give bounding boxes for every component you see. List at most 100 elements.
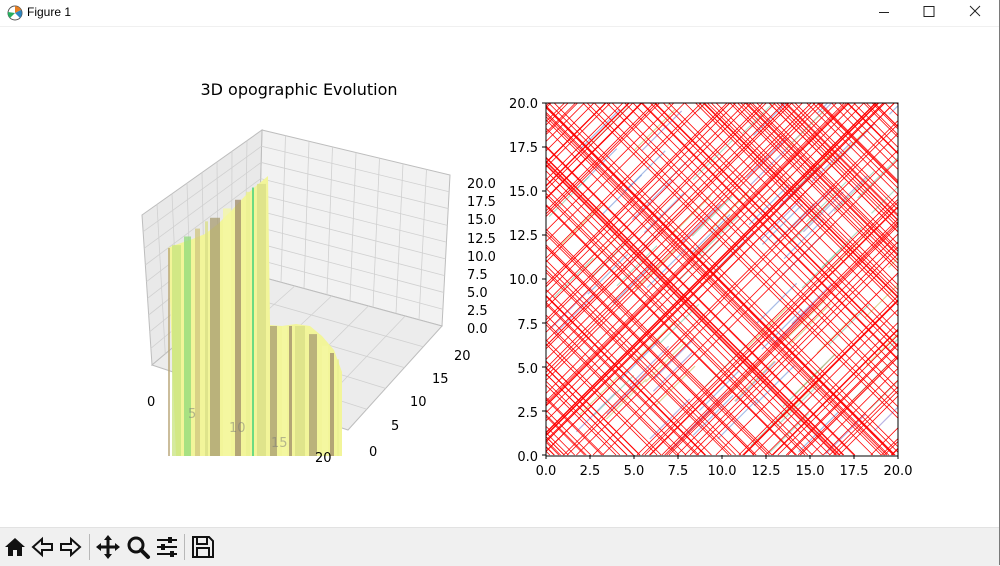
- series-line: [787, 344, 898, 456]
- x-tick-label: 15.0: [796, 464, 825, 479]
- series-line: [546, 271, 729, 456]
- series-line: [579, 108, 621, 150]
- x-tick-label: 5.0: [624, 464, 645, 479]
- x-tick-label: 5: [188, 407, 196, 422]
- series-line: [546, 103, 880, 437]
- x-tick-label: 15: [271, 436, 288, 451]
- z-tick-label: 10.0: [467, 250, 496, 265]
- series-line: [546, 373, 628, 456]
- series-line: [884, 440, 898, 456]
- series-line: [652, 350, 694, 392]
- series-line: [546, 367, 634, 456]
- close-button[interactable]: [952, 0, 998, 26]
- series-line: [661, 218, 898, 456]
- series-line: [566, 123, 898, 456]
- series-line: [834, 123, 875, 165]
- surface-stripe: [330, 353, 334, 456]
- series-line: [616, 245, 658, 287]
- surface-stripe: [205, 221, 208, 456]
- series-line: [729, 103, 898, 272]
- series-line: [624, 150, 666, 192]
- series-line: [546, 103, 895, 453]
- ticks-2d: [542, 102, 899, 459]
- move-icon[interactable]: [94, 533, 122, 561]
- series-line: [546, 103, 685, 243]
- series-line: [576, 132, 898, 456]
- surface-stripe: [270, 326, 277, 456]
- series-line: [546, 146, 855, 456]
- series-line: [546, 157, 844, 456]
- maximize-icon: [923, 6, 935, 17]
- surface-stripe: [172, 245, 181, 456]
- series-line: [546, 119, 882, 456]
- series-line: [779, 165, 821, 207]
- series-line: [546, 103, 624, 181]
- surface-stripe: [289, 326, 292, 456]
- sliders-icon[interactable]: [153, 533, 181, 561]
- series-line: [666, 103, 672, 107]
- toolbar-separator: [184, 534, 185, 560]
- z-tick-label: 7.5: [467, 268, 488, 283]
- grid-line: [259, 226, 445, 277]
- series-line: [812, 103, 898, 189]
- series-line: [738, 295, 898, 456]
- surface-stripe: [235, 199, 241, 456]
- y-tick-label: 10.0: [509, 273, 538, 288]
- series-line: [805, 181, 847, 223]
- series-line: [546, 103, 629, 187]
- series-line: [606, 103, 898, 395]
- series-line: [546, 103, 877, 434]
- x-tick-label: 17.5: [840, 464, 869, 479]
- series-line: [771, 328, 898, 456]
- window-title: Figure 1: [27, 5, 72, 19]
- series-line: [546, 366, 634, 456]
- navigation-toolbar: [0, 527, 1000, 566]
- series-line: [752, 103, 787, 136]
- series-line: [702, 103, 898, 299]
- series-line: [546, 103, 776, 333]
- series-line: [827, 175, 869, 217]
- minimize-icon: [879, 12, 889, 13]
- series-line: [586, 103, 898, 415]
- series-line: [546, 103, 884, 441]
- grid-line: [258, 259, 443, 310]
- series-line: [664, 221, 898, 456]
- series-line: [891, 448, 898, 456]
- series-line: [857, 157, 898, 199]
- series-line: [750, 405, 792, 447]
- series-line: [829, 386, 898, 456]
- series-line: [737, 103, 898, 264]
- y-tick-label: 0.0: [517, 450, 538, 465]
- series-line: [546, 103, 764, 321]
- series-line: [895, 274, 898, 277]
- surface-3d-axes: 3D opographic Evolution 20.0 17.5 15.0 1…: [141, 80, 496, 466]
- series-line: [756, 282, 798, 324]
- series-line: [546, 103, 845, 402]
- series-line: [798, 411, 840, 453]
- series-line: [546, 246, 755, 456]
- minimize-button[interactable]: [861, 0, 907, 26]
- figure-canvas[interactable]: 3D opographic Evolution 20.0 17.5 15.0 1…: [0, 27, 1000, 527]
- series-line: [644, 201, 898, 456]
- y-tick-label: 5: [391, 419, 399, 434]
- series-line: [889, 104, 898, 115]
- home-icon[interactable]: [1, 533, 29, 561]
- series-line: [699, 370, 740, 411]
- series-line: [546, 103, 611, 168]
- maximize-button[interactable]: [906, 0, 952, 26]
- x-tick-label: 7.5: [668, 464, 689, 479]
- series-line: [653, 103, 658, 106]
- z-tick-label: 20.0: [467, 177, 496, 192]
- forward-arrow-icon[interactable]: [56, 533, 84, 561]
- surface-stripe: [337, 359, 339, 456]
- series-line: [777, 334, 898, 456]
- save-icon[interactable]: [189, 533, 217, 561]
- grid-line: [260, 194, 447, 243]
- search-icon[interactable]: [124, 533, 152, 561]
- series-line: [546, 161, 839, 456]
- surface-stripe: [322, 345, 328, 456]
- grid-line: [258, 243, 444, 293]
- back-arrow-icon[interactable]: [29, 533, 57, 561]
- y-tick-label: 17.5: [509, 141, 538, 156]
- series-line: [732, 103, 898, 269]
